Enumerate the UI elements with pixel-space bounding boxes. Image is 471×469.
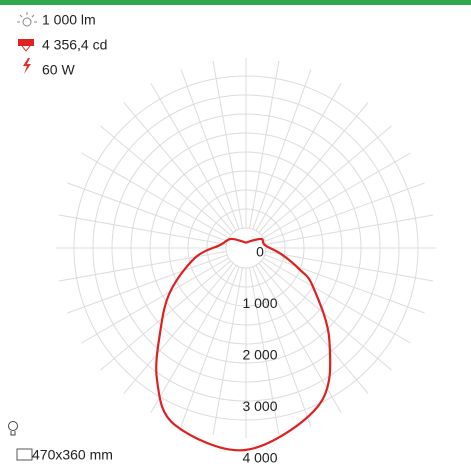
polar-grid [56,58,436,438]
grid-spoke [67,182,228,242]
grid-spoke [150,83,237,231]
grid-spoke [100,125,232,236]
grid-spoke [258,102,369,234]
r-tick-label: 0 [256,244,264,260]
grid-spoke [67,254,228,314]
r-tick-label: 4 000 [242,450,277,464]
flux: 1 000 lm [42,12,96,28]
grid-spoke [248,60,280,229]
r-tick-label: 2 000 [242,347,277,363]
grid-spoke [248,267,280,436]
grid-spoke [58,250,227,282]
grid-spoke [264,254,425,314]
grid-spoke [150,265,237,413]
grid-spoke [180,69,240,230]
flux-icon [17,12,37,27]
grid-spoke [81,152,229,239]
grid-spoke [260,125,392,236]
lamp-icon [8,421,18,436]
r-tick-label: 3 000 [242,398,277,414]
grid-spoke [123,102,234,234]
grid-spoke [255,83,342,231]
grid-spoke [212,267,244,436]
power-icon [23,58,31,74]
power: 60 W [42,62,75,78]
size-icon [16,448,33,461]
grid-spoke [263,257,411,344]
grid-spoke [81,257,229,344]
grid-spoke [123,262,234,394]
r-tick-label: 1 000 [242,295,277,311]
grid-spoke [260,260,392,371]
top-bar [0,0,471,5]
grid-spoke [258,262,369,394]
grid-spoke [252,69,312,230]
grid-spoke [252,266,312,427]
grid-spoke [180,266,240,427]
grid-spoke [265,250,434,282]
grid-spoke [264,182,425,242]
grid-spoke [212,60,244,229]
grid-spoke [265,214,434,246]
intensity: 4 356,4 cd [42,37,107,53]
size: 470x360 mm [32,447,113,463]
grid-spoke [263,152,411,239]
grid-spoke [58,214,227,246]
grid-spoke [100,260,232,371]
intensity-curve [155,237,332,452]
max-icon [18,39,34,52]
